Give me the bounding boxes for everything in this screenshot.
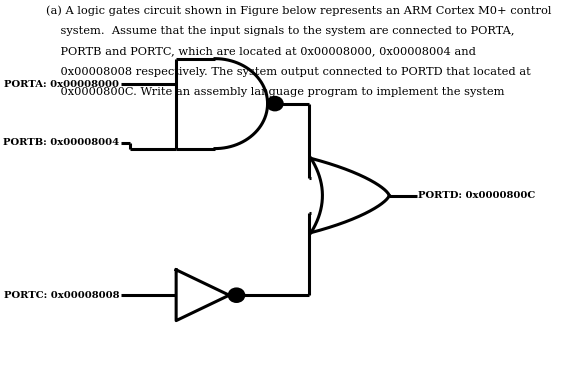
Text: 0x00008008 respectively. The system output connected to PORTD that located at: 0x00008008 respectively. The system outp… [46, 67, 531, 77]
Text: PORTB: 0x00008004: PORTB: 0x00008004 [3, 138, 119, 147]
Text: PORTD: 0x0000800C: PORTD: 0x0000800C [418, 191, 535, 200]
Text: (a) A logic gates circuit shown in Figure below represents an ARM Cortex M0+ con: (a) A logic gates circuit shown in Figur… [46, 6, 551, 16]
Text: system.  Assume that the input signals to the system are connected to PORTA,: system. Assume that the input signals to… [46, 26, 515, 36]
Circle shape [229, 289, 244, 301]
Text: 0x0000800C. Write an assembly language program to implement the system: 0x0000800C. Write an assembly language p… [46, 87, 504, 97]
Text: PORTC: 0x00008008: PORTC: 0x00008008 [3, 291, 119, 300]
Text: PORTB and PORTC, which are located at 0x00008000, 0x00008004 and: PORTB and PORTC, which are located at 0x… [46, 47, 476, 57]
Circle shape [268, 97, 282, 110]
Text: PORTA: 0x00008000: PORTA: 0x00008000 [4, 79, 119, 89]
